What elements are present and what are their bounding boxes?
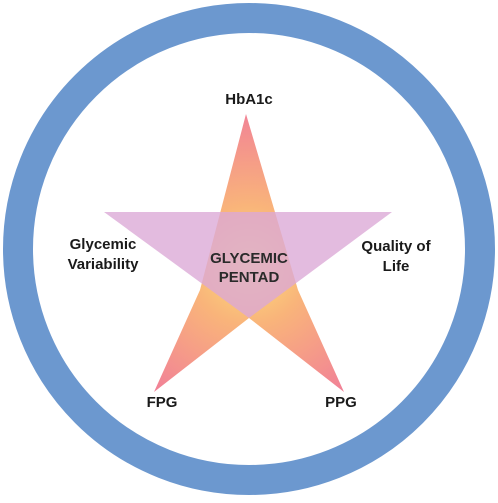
label-bottom-right: PPG: [325, 394, 357, 411]
star-arms-triangle: [104, 212, 392, 318]
center-title: GLYCEMIC PENTAD: [210, 250, 288, 286]
label-right: Quality of Life: [361, 238, 431, 275]
label-left: Glycemic Variability: [67, 236, 139, 273]
label-bottom-left: FPG: [146, 394, 178, 411]
outer-ring: [3, 3, 495, 495]
label-top: HbA1c: [225, 91, 273, 108]
